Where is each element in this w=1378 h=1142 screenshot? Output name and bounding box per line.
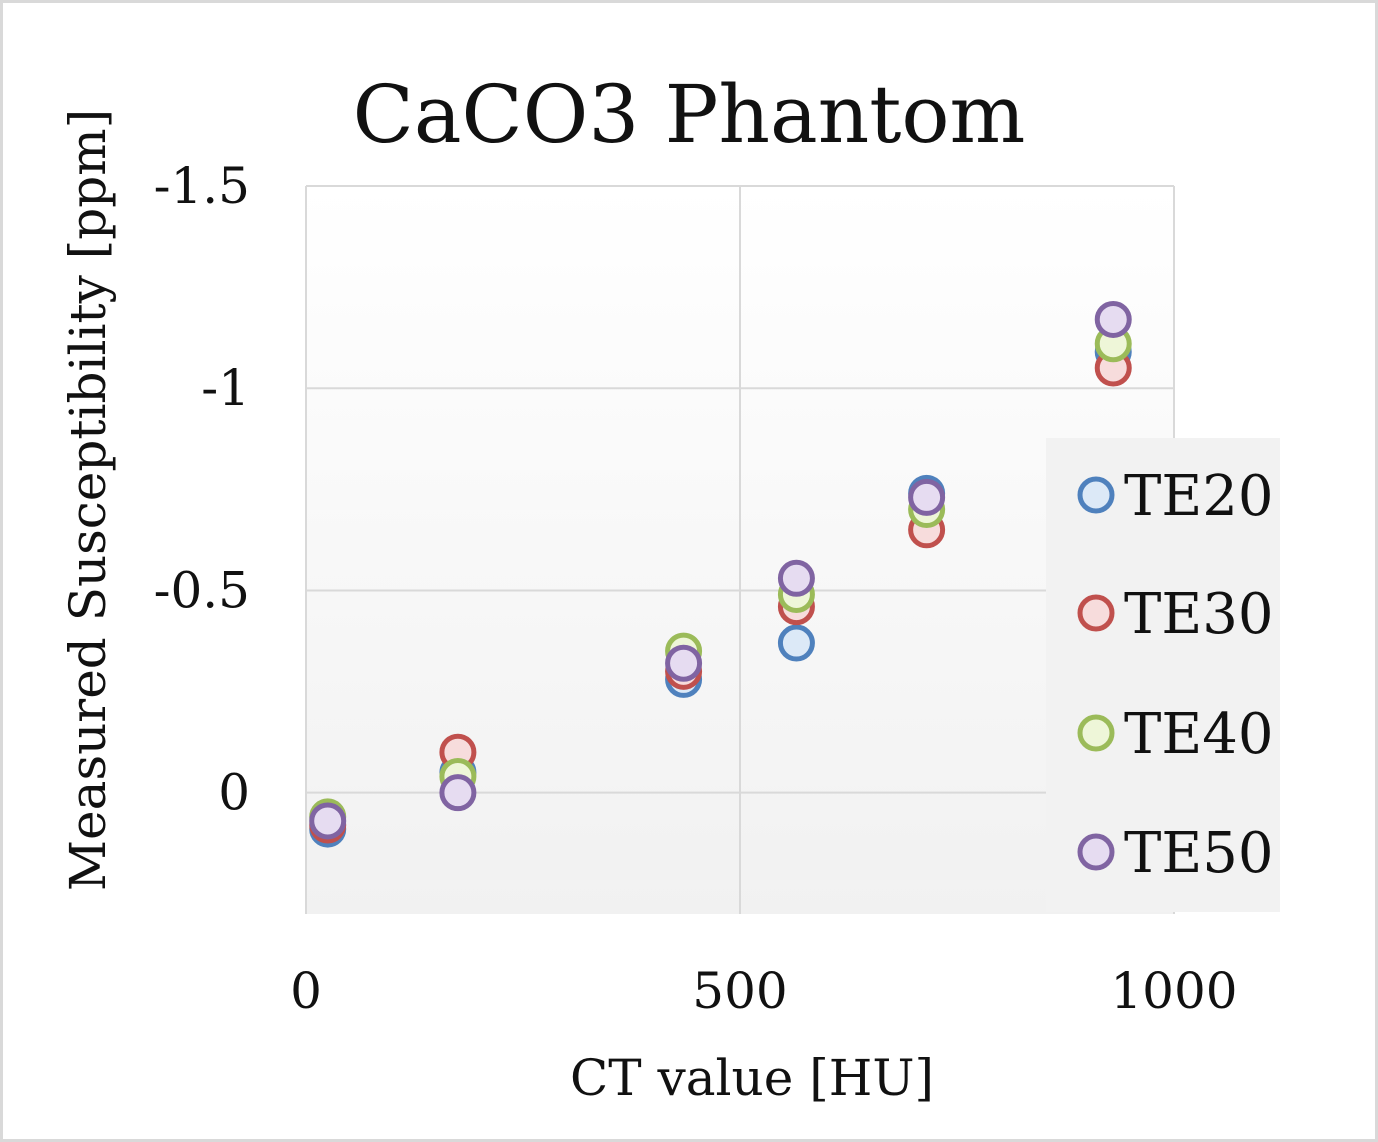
legend-marker <box>1077 714 1115 752</box>
data-point <box>777 624 815 662</box>
y-tick-labels: -1.5 -1 -0.5 0 <box>154 157 250 822</box>
x-tick-label: 500 <box>692 962 787 1020</box>
legend-label: TE30 <box>1124 582 1274 647</box>
data-point <box>665 644 703 682</box>
legend-label: TE50 <box>1124 821 1274 886</box>
x-tick-label: 0 <box>290 962 322 1020</box>
legend-item-te50: TE50 <box>1077 821 1274 886</box>
legend-item-te40: TE40 <box>1077 702 1274 767</box>
y-axis-title: Measured Susceptibility [ppm] <box>59 109 117 891</box>
data-point <box>777 559 815 597</box>
y-tick-label: -0.5 <box>154 561 250 619</box>
data-point <box>309 802 347 840</box>
data-markers <box>309 300 1132 848</box>
x-axis-title: CT value [HU] <box>570 1049 934 1107</box>
legend-label: TE20 <box>1124 464 1274 529</box>
legend-box <box>1046 438 1280 912</box>
x-tick-labels: 0 500 1000 <box>290 962 1238 1020</box>
chart-title: CaCO3 Phantom <box>353 68 1026 161</box>
data-point <box>908 478 946 516</box>
legend-item-te30: TE30 <box>1077 582 1274 647</box>
data-point <box>439 774 477 812</box>
series-te50 <box>309 300 1132 840</box>
legend-marker <box>1077 833 1115 871</box>
y-tick-label: 0 <box>218 764 250 822</box>
legend-label: TE40 <box>1124 702 1274 767</box>
data-point <box>1094 300 1132 338</box>
x-tick-label: 1000 <box>1110 962 1237 1020</box>
legend-marker <box>1077 476 1115 514</box>
y-tick-label: -1.5 <box>154 157 250 215</box>
y-tick-label: -1 <box>201 359 250 417</box>
legend: TE20 TE30 TE40 TE50 <box>1077 464 1274 886</box>
legend-marker <box>1077 594 1115 632</box>
legend-item-te20: TE20 <box>1077 464 1274 529</box>
